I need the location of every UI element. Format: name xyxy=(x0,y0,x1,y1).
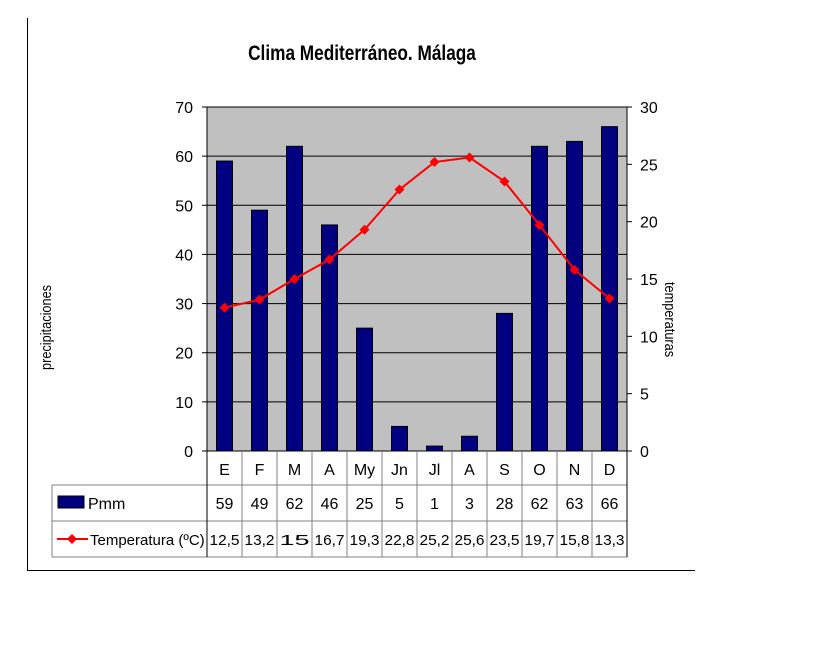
temperature-point xyxy=(359,224,370,235)
table-cell-temp: 25,6 xyxy=(455,532,485,549)
table-cell-precip: 63 xyxy=(566,496,584,513)
legend-key-marker xyxy=(67,534,77,544)
table-cell-precip: 66 xyxy=(601,496,619,513)
y-tick-label-right: 15 xyxy=(640,272,658,289)
x-tick-label: Jn xyxy=(391,462,408,479)
x-tick-label: D xyxy=(604,462,616,479)
table-cell-precip: 59 xyxy=(216,496,234,513)
y-tick-label-left: 40 xyxy=(175,247,193,264)
x-tick-label: A xyxy=(464,462,475,479)
y-tick-label-right: 10 xyxy=(640,329,658,346)
y-tick-label-left: 0 xyxy=(184,444,193,461)
temperature-point xyxy=(324,254,335,265)
y-tick-label-left: 60 xyxy=(175,149,193,166)
temperature-point xyxy=(604,293,615,304)
table-cell-precip: 1 xyxy=(430,496,439,513)
temperature-point xyxy=(569,264,580,275)
temperature-point xyxy=(429,157,440,168)
bar xyxy=(531,145,548,452)
y-tick-label-right: 5 xyxy=(640,387,649,404)
bar xyxy=(566,140,583,452)
table-cell-precip: 46 xyxy=(321,496,339,513)
legend-label-line: Temperatura (ºC) xyxy=(90,532,205,549)
temperature-point xyxy=(254,294,265,305)
temperature-point xyxy=(464,152,475,163)
y-tick-label-left: 10 xyxy=(175,395,193,412)
y-tick-label-right: 25 xyxy=(640,157,658,174)
x-tick-label: O xyxy=(533,462,545,479)
chart-title: Clima Mediterráneo. Málaga xyxy=(248,42,476,65)
table-cell-precip: 3 xyxy=(465,496,474,513)
temperature-point xyxy=(394,184,405,195)
legend-label-bars: Pmm xyxy=(88,496,125,513)
x-tick-label: E xyxy=(219,462,230,479)
y-tick-label-right: 0 xyxy=(640,444,649,461)
table-cell-precip: 5 xyxy=(395,496,404,513)
table-cell-precip: 25 xyxy=(356,496,374,513)
bar xyxy=(356,327,373,452)
table-cell-precip: 28 xyxy=(496,496,514,513)
bar xyxy=(461,435,478,452)
table-cell-precip: 49 xyxy=(251,496,269,513)
table-cell-temp: 22,8 xyxy=(385,532,415,549)
y-tick-label-left: 50 xyxy=(175,198,193,215)
table-cell-precip: 62 xyxy=(286,496,304,513)
bar xyxy=(251,209,268,452)
bar xyxy=(601,126,618,452)
table-cell-temp: 12,5 xyxy=(210,532,240,549)
x-tick-label: M xyxy=(288,462,301,479)
temperature-line xyxy=(224,156,611,309)
temperature-point xyxy=(499,176,510,187)
legend-key-bars xyxy=(57,495,85,509)
bar xyxy=(391,425,408,452)
y-tick-label-right: 20 xyxy=(640,215,658,232)
y-tick-label-left: 70 xyxy=(175,100,193,117)
x-tick-label: F xyxy=(255,462,265,479)
table-cell-temp: 23,5 xyxy=(490,532,520,549)
table-cell-precip: 62 xyxy=(531,496,549,513)
bar xyxy=(286,145,303,452)
table-cell-temp: 19,7 xyxy=(525,532,555,549)
table-cell-temp: 13,2 xyxy=(245,532,275,549)
y-tick-label-left: 20 xyxy=(175,346,193,363)
table-cell-temp: 13,3 xyxy=(595,532,625,549)
y-tick-label-right: 30 xyxy=(640,100,658,117)
table-cell-temp: 19,3 xyxy=(350,532,380,549)
bar xyxy=(426,445,443,452)
plot-area xyxy=(206,106,628,452)
table-cell-temp: 16,7 xyxy=(315,532,345,549)
x-tick-label: Jl xyxy=(429,462,441,479)
x-tick-label: S xyxy=(499,462,510,479)
temperature-point xyxy=(534,220,545,231)
y-tick-label-left: 30 xyxy=(175,297,193,314)
temperature-point xyxy=(219,302,230,313)
x-tick-label: A xyxy=(324,462,335,479)
table-cell-temp: 15,8 xyxy=(560,532,590,549)
x-tick-label: N xyxy=(569,462,581,479)
bar xyxy=(496,312,513,452)
table-cell-temp: 25,2 xyxy=(420,532,450,549)
temperature-point xyxy=(289,274,300,284)
table-cell-temp: 15 xyxy=(280,532,310,549)
chart-frame xyxy=(27,18,695,571)
x-tick-label: My xyxy=(354,462,375,479)
